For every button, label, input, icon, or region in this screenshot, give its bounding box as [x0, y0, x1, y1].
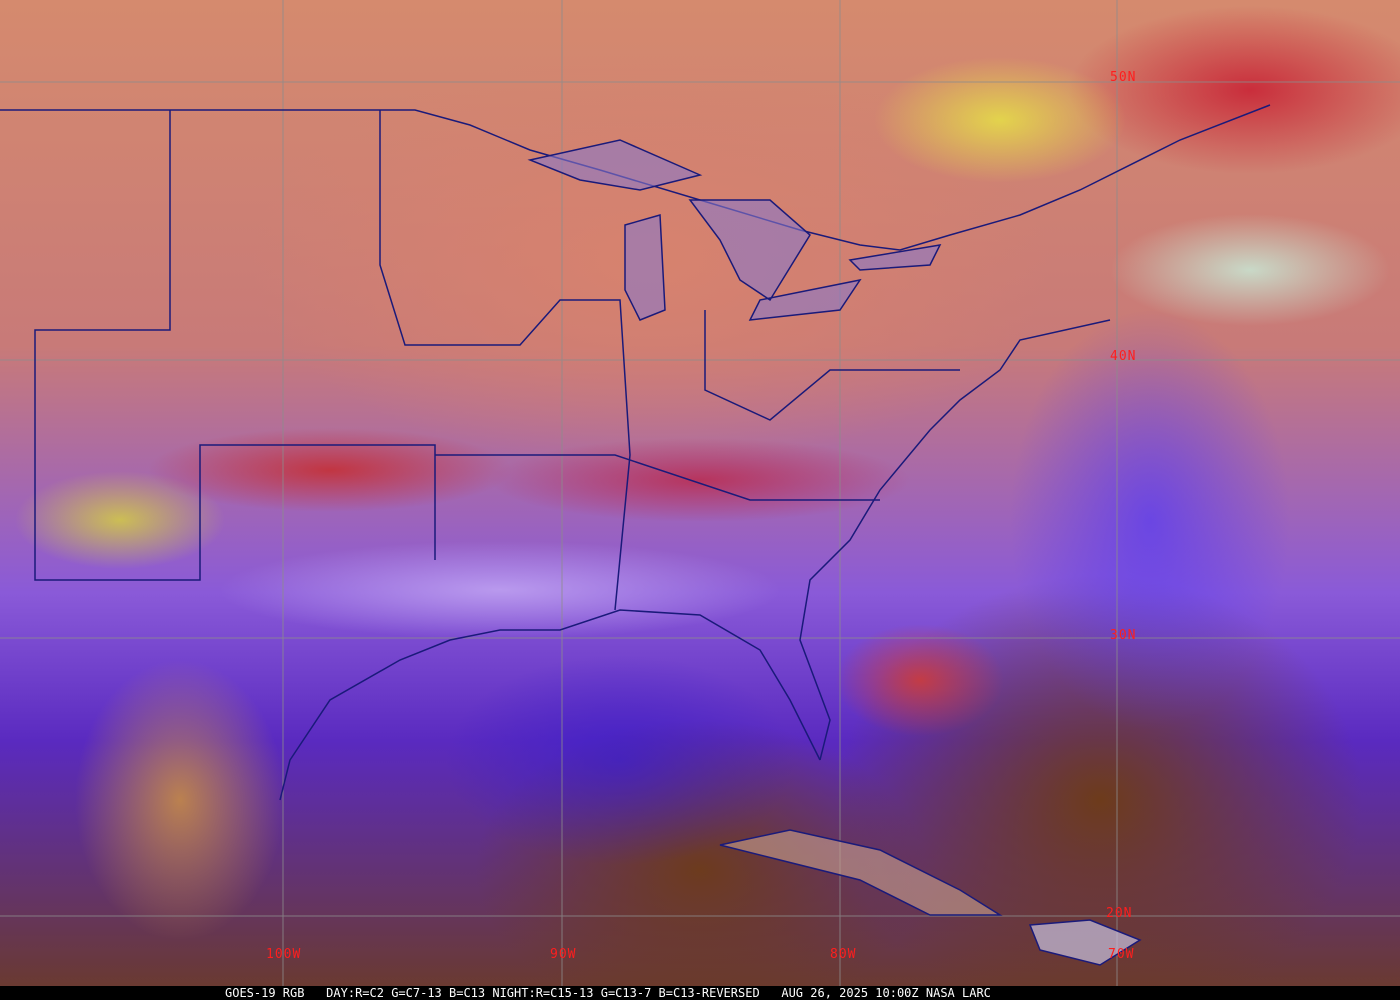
political-boundaries: [0, 104, 1271, 966]
state-lines-4: [704, 310, 960, 421]
state-lines-3: [435, 454, 880, 501]
caption-datetime: AUG 26, 2025 10:00Z: [781, 986, 919, 1000]
state-lines: [34, 110, 436, 581]
state-lines-2: [379, 110, 631, 611]
caption-credit: NASA LARC: [925, 986, 991, 1000]
us-canada-border: [0, 104, 1271, 251]
hispaniola: [1028, 919, 1142, 966]
caption-night-recipe: NIGHT:R=C15-13 G=C13-7 B=C13-REVERSED: [492, 986, 760, 1000]
lon-label-70w: 70W: [1108, 947, 1135, 962]
cuba: [719, 829, 1003, 916]
lon-label-90w: 90W: [550, 947, 577, 962]
lat-label-50n: 50N: [1110, 70, 1137, 85]
us-gulf-coast: [279, 609, 821, 801]
us-east-coast: [799, 319, 1111, 761]
lat-label-20n: 20N: [1106, 906, 1133, 921]
lon-label-100w: 100W: [266, 947, 302, 962]
lat-label-40n: 40N: [1110, 349, 1137, 364]
lon-label-80w: 80W: [830, 947, 857, 962]
caption-satellite: GOES-19 RGB: [225, 986, 305, 1000]
caption-day-recipe: DAY:R=C2 G=C7-13 B=C13: [326, 986, 486, 1000]
lat-label-30n: 30N: [1110, 628, 1137, 643]
great-lakes: [527, 139, 942, 321]
image-caption: GOES-19 RGB DAY:R=C2 G=C7-13 B=C13 NIGHT…: [0, 986, 1400, 1000]
